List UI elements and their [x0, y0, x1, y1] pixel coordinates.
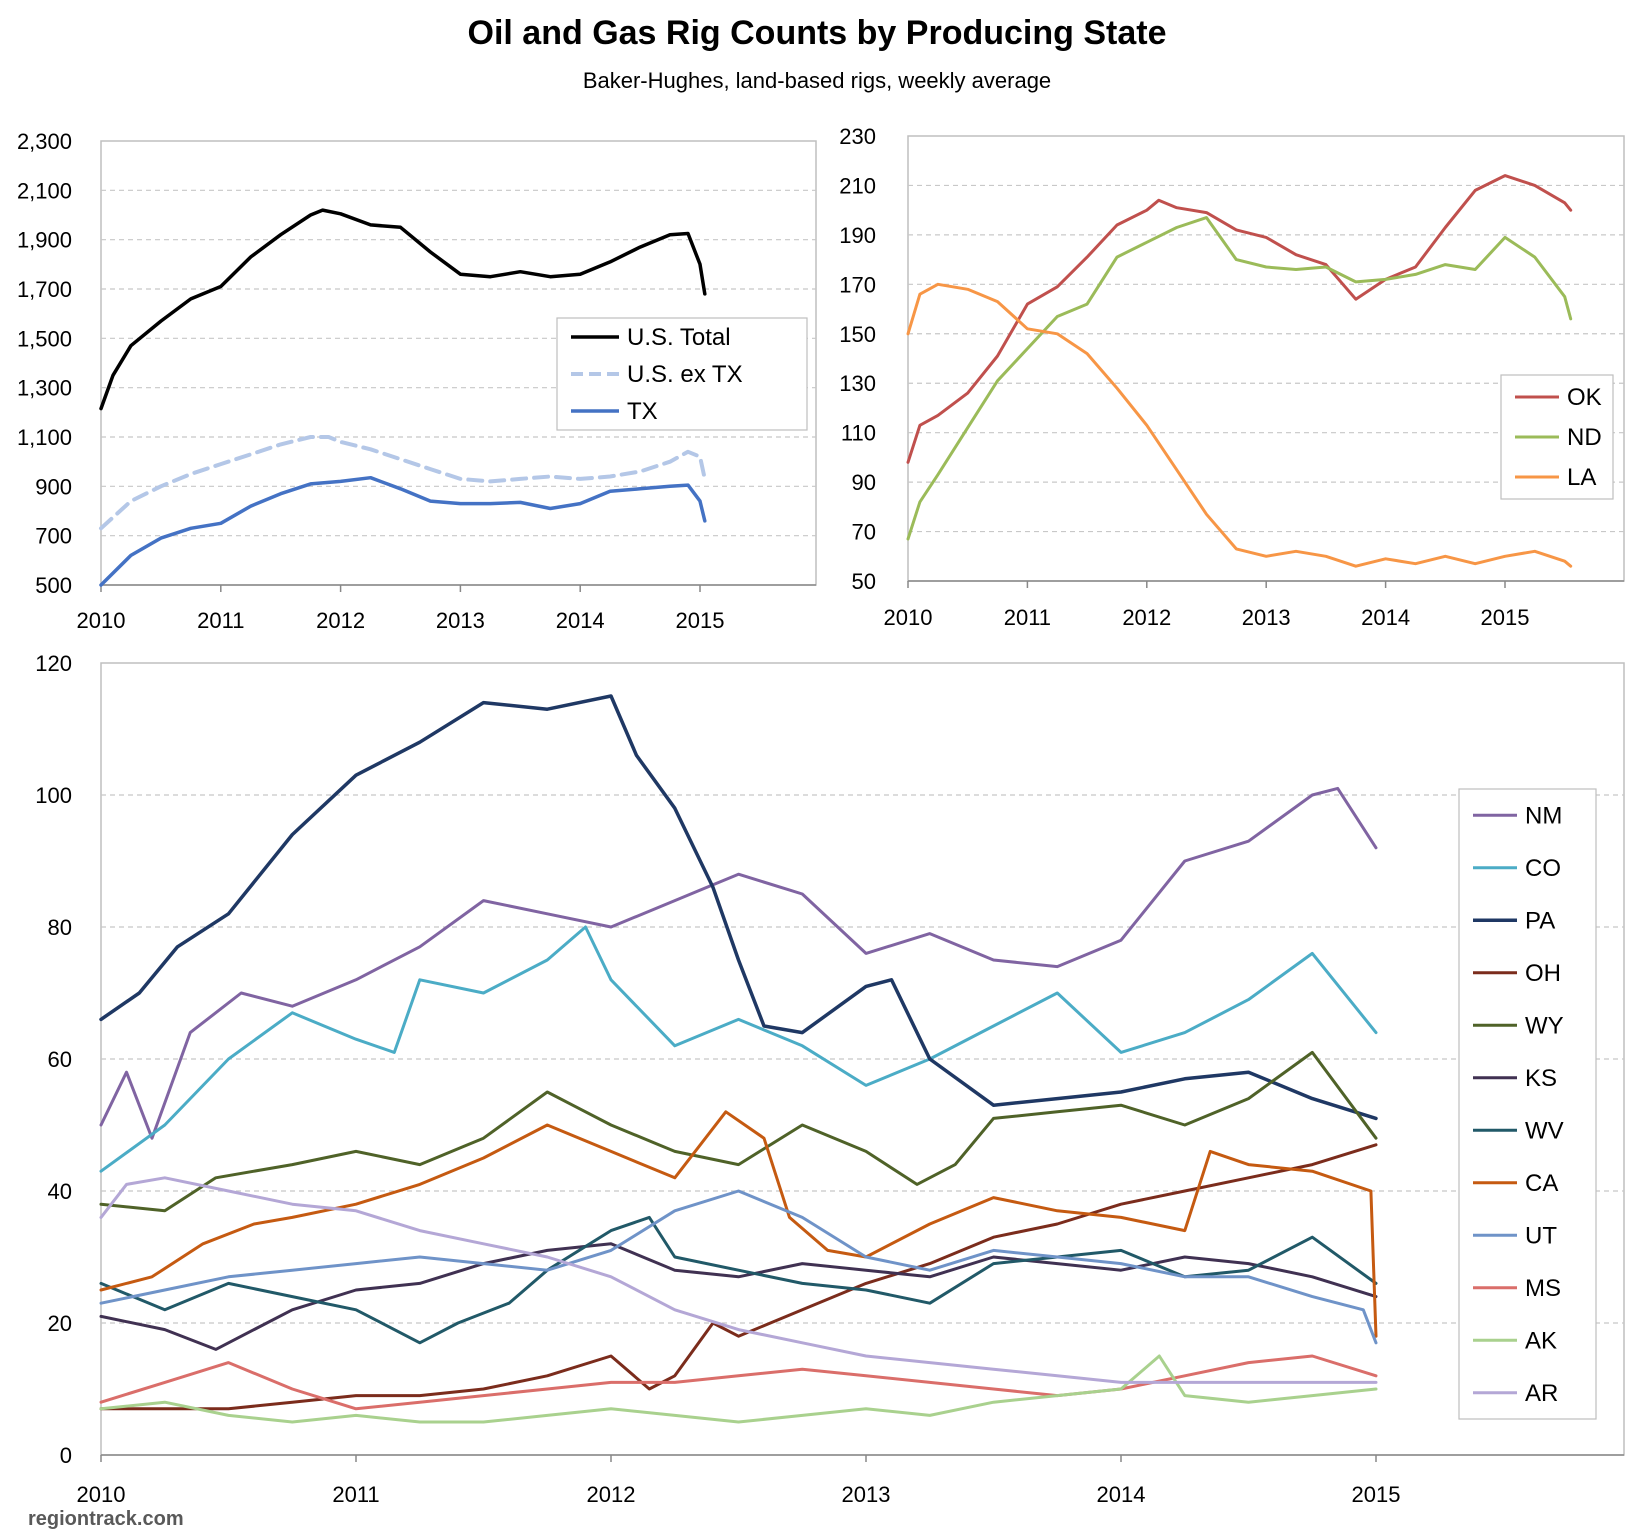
chart-subtitle: Baker-Hughes, land-based rigs, weekly av…	[582, 68, 1052, 93]
series-line-u-s-total	[99, 208, 707, 411]
y-tick-label: 130	[839, 371, 876, 396]
series-line-ar	[99, 1176, 1378, 1384]
chart-top-left: 500 700 900 1,100 1,300 1,500 1,700 1,900 2,100 2…	[17, 129, 817, 633]
y-tick-label: 120	[35, 651, 72, 676]
y-tick-label: 90	[852, 470, 876, 495]
legend: OK ND LA	[1500, 374, 1614, 500]
legend-label: WV	[1525, 1117, 1564, 1144]
y-tick-label: 40	[48, 1179, 72, 1204]
x-tick-label: 2011	[197, 608, 244, 633]
y-tick-label: 230	[839, 124, 876, 149]
x-tick-label: 2013	[436, 608, 485, 633]
series-line-wv	[99, 1215, 1378, 1345]
legend-label: NM	[1525, 802, 1562, 829]
series-line-co	[99, 925, 1378, 1173]
x-tick-label: 2014	[1361, 605, 1410, 630]
y-tick-label: 150	[839, 322, 876, 347]
series-line-pa	[99, 694, 1378, 1121]
chart-bottom: 0 20 40 60 80 100 120 2010 2011 2012 2013 2014 2015 N…	[35, 651, 1625, 1507]
series-line-wy	[99, 1050, 1378, 1213]
series-line-ms	[99, 1354, 1378, 1411]
legend-label: U.S. Total	[627, 324, 731, 351]
y-tick-label: 1,700	[17, 277, 72, 302]
y-tick-label: 1,100	[17, 425, 72, 450]
y-tick-label: 170	[839, 272, 876, 297]
x-tick-label: 2011	[332, 1482, 379, 1507]
y-tick-label: 50	[852, 569, 876, 594]
y-tick-label: 2,100	[17, 178, 72, 203]
series-line-u-s-ex-tx	[99, 435, 707, 531]
legend-label: OH	[1525, 960, 1561, 987]
y-tick-label: 110	[841, 421, 876, 446]
y-tick-label: 2,300	[17, 129, 72, 154]
legend: NM CO PA OH WY KS WV CA UT MS AK AR	[1458, 788, 1597, 1420]
y-tick-label: 80	[48, 915, 72, 940]
series-line-tx	[99, 475, 707, 587]
y-tick-label: 0	[60, 1443, 72, 1468]
y-tick-label: 210	[839, 173, 876, 198]
y-tick-label: 20	[48, 1311, 72, 1336]
x-tick-label: 2011	[1004, 605, 1051, 630]
series-line-nm	[99, 786, 1378, 1140]
x-tick-label: 2012	[1122, 605, 1171, 630]
legend-label: KS	[1525, 1065, 1557, 1092]
series-line-ok	[906, 174, 1573, 464]
legend-label: CA	[1525, 1170, 1558, 1197]
legend-label: LA	[1567, 464, 1596, 491]
y-tick-label: 1,300	[17, 376, 72, 401]
chart-top-right: 50 70 90 110 130 150 170 190 210 230 2010 2011 2012 2…	[839, 124, 1625, 630]
x-tick-label: 2014	[1097, 1482, 1146, 1507]
series-line-ca	[99, 1110, 1378, 1338]
legend-label: MS	[1525, 1275, 1561, 1302]
legend: U.S. Total U.S. ex TX TX	[556, 317, 808, 431]
legend-label: TX	[627, 398, 658, 425]
x-tick-label: 2015	[1352, 1482, 1401, 1507]
x-tick-label: 2013	[842, 1482, 891, 1507]
series-line-ut	[99, 1189, 1378, 1345]
legend-box	[1458, 788, 1597, 1420]
y-tick-label: 100	[35, 783, 72, 808]
y-tick-label: 900	[35, 474, 72, 499]
x-tick-label: 2013	[1242, 605, 1291, 630]
y-tick-label: 1,900	[17, 228, 72, 253]
y-tick-label: 70	[852, 520, 876, 545]
legend-label: PA	[1525, 907, 1555, 934]
series-line-ks	[99, 1242, 1378, 1351]
x-tick-label: 2010	[77, 608, 126, 633]
legend-label: UT	[1525, 1222, 1557, 1249]
series-line-la	[906, 282, 1573, 568]
plot-area-border	[907, 135, 1625, 582]
series-line-ak	[99, 1354, 1378, 1424]
series-line-nd	[906, 216, 1573, 541]
source-footer: regiontrack.com	[28, 1508, 184, 1530]
legend-label: OK	[1567, 384, 1602, 411]
y-tick-label: 500	[35, 573, 72, 598]
x-tick-label: 2015	[1481, 605, 1530, 630]
x-tick-label: 2012	[587, 1482, 636, 1507]
legend-label: AR	[1525, 1380, 1558, 1407]
x-tick-label: 2015	[676, 608, 725, 633]
legend-label: U.S. ex TX	[627, 361, 743, 388]
legend-label: ND	[1567, 424, 1602, 451]
x-tick-label: 2014	[556, 608, 605, 633]
chart-title: Oil and Gas Rig Counts by Producing Stat…	[467, 14, 1167, 52]
legend-label: WY	[1525, 1012, 1564, 1039]
legend-label: CO	[1525, 855, 1561, 882]
y-tick-label: 190	[839, 223, 876, 248]
x-tick-label: 2012	[316, 608, 365, 633]
y-tick-label: 60	[48, 1047, 72, 1072]
x-tick-label: 2010	[77, 1482, 126, 1507]
y-tick-label: 1,500	[17, 326, 72, 351]
legend-label: AK	[1525, 1327, 1557, 1354]
y-tick-label: 700	[35, 524, 72, 549]
x-tick-label: 2010	[884, 605, 933, 630]
